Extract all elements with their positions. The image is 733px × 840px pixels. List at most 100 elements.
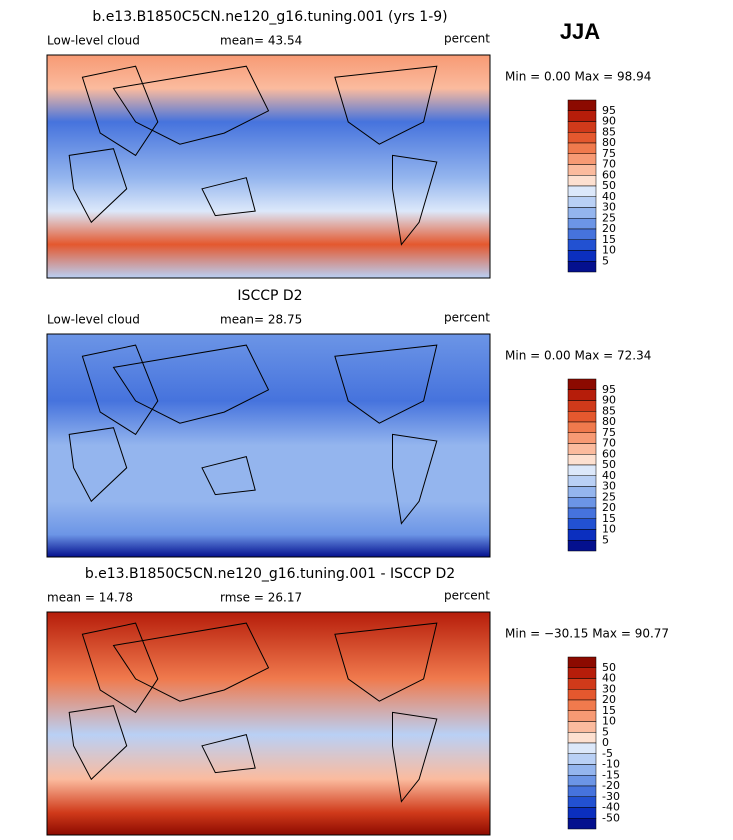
colorbar-label: 75 [602,147,616,160]
colorbar-label: -30 [602,790,620,803]
coastline [112,65,270,145]
season: JJA [560,19,600,44]
map-field [46,611,491,836]
colorbar-label: 80 [602,136,616,149]
colorbar-label: 5 [602,533,609,546]
min-max: Min = 0.00 Max = 98.94 [505,70,651,84]
colorbar-label: 20 [602,501,616,514]
colorbar-box [567,142,597,154]
colorbar-label: 95 [602,383,616,396]
coastline [392,433,438,525]
colorbar-box [567,110,597,122]
coastline [68,148,128,224]
colorbar-box [567,710,597,722]
colorbar-box [567,121,597,133]
colorbar-label: 30 [602,480,616,493]
colorbar-label: 70 [602,437,616,450]
coastline [334,622,438,702]
colorbar-label: 80 [602,415,616,428]
colorbar-box [567,185,597,197]
left-label: Low-level cloud [47,313,140,327]
colorbar-label: 15 [602,512,616,525]
colorbar-label: 75 [602,426,616,439]
colorbar-label: 0 [602,736,609,749]
colorbar-box [567,689,597,701]
colorbar-box [567,518,597,530]
colorbar-box [567,742,597,754]
coastline [68,705,128,781]
left-label: Low-level cloud [47,34,140,48]
colorbar-label: 25 [602,211,616,224]
colorbar-box [567,432,597,444]
coastline [392,154,438,246]
min-max: Min = −30.15 Max = 90.77 [505,627,669,641]
colorbar-label: 30 [602,682,616,695]
colorbar-box [567,218,597,230]
colorbar-label: 15 [602,233,616,246]
colorbar-box [567,732,597,744]
colorbar-box [567,753,597,765]
colorbar-label: -10 [602,758,620,771]
colorbar-box [567,540,597,552]
coastline [201,177,256,217]
colorbar-label: -20 [602,779,620,792]
colorbar-box [567,153,597,165]
coastline [201,455,256,496]
coastline [81,622,159,714]
colorbar-label: 95 [602,104,616,117]
colorbar-box [567,164,597,176]
colorbar-label: 85 [602,404,616,417]
right-label: percent [444,311,490,325]
colorbar-box [567,132,597,144]
map-field [46,54,491,279]
colorbar-box [567,250,597,262]
colorbar-label: 30 [602,201,616,214]
panel-title: ISCCP D2 [237,288,302,304]
colorbar-label: 15 [602,704,616,717]
colorbar-box [567,796,597,808]
center-label: mean= 43.54 [220,34,302,48]
colorbar-label: 40 [602,672,616,685]
colorbar-box [567,196,597,208]
colorbar-box [567,421,597,433]
colorbar-label: 5 [602,725,609,738]
colorbar-label: 50 [602,458,616,471]
colorbar-box [567,486,597,498]
colorbar-label: -5 [602,747,613,760]
colorbar-box [567,678,597,690]
colorbar-box [567,175,597,187]
panel-title: b.e13.B1850C5CN.ne120_g16.tuning.001 (yr… [92,9,447,25]
colorbar-label: 40 [602,190,616,203]
coastline [81,344,159,436]
colorbar-box [567,475,597,487]
coastline [112,622,270,702]
colorbar-box [567,454,597,466]
colorbar-label: -15 [602,768,620,781]
colorbar-label: 10 [602,523,616,536]
colorbar-box [567,818,597,830]
colorbar-box [567,207,597,219]
colorbar-label: 70 [602,158,616,171]
colorbar-box [567,775,597,787]
colorbar-label: 50 [602,661,616,674]
colorbar-box [567,389,597,401]
colorbar-box [567,261,597,273]
colorbar-box [567,497,597,509]
colorbar-box [567,507,597,519]
colorbar-box [567,400,597,412]
colorbar-label: 60 [602,168,616,181]
colorbar-label: 90 [602,394,616,407]
colorbar-label: 25 [602,490,616,503]
colorbar-box [567,807,597,819]
colorbar-box [567,378,597,390]
colorbar-box [567,411,597,423]
colorbar-box [567,764,597,776]
colorbar-box [567,228,597,240]
colorbar-box [567,99,597,111]
colorbar-label: 85 [602,125,616,138]
colorbar-box [567,656,597,668]
coastline [112,344,270,424]
colorbar-label: -50 [602,811,620,824]
